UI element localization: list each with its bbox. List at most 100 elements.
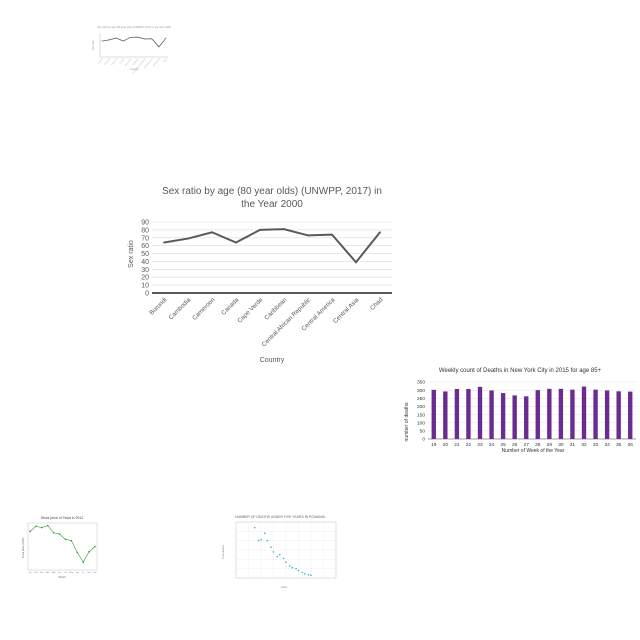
data-point	[46, 524, 49, 527]
data-point	[115, 37, 117, 39]
data-point	[307, 573, 310, 576]
y-tick-label: 50	[420, 429, 426, 435]
x-tick-label: Canada	[120, 58, 126, 64]
bar	[581, 386, 587, 439]
data-point	[76, 551, 79, 554]
x-tick-label: Chad	[163, 58, 167, 63]
series-line	[163, 228, 381, 264]
y-tick-label: 350	[417, 380, 425, 386]
y-axis-label: Total deaths	[221, 544, 225, 559]
weekly-deaths-bar-chart: Weekly count of Deaths in New York City …	[404, 368, 636, 454]
data-point	[101, 40, 103, 42]
bar	[512, 395, 517, 439]
bar	[489, 390, 494, 439]
x-tick-label: Jul	[64, 572, 67, 574]
data-point	[151, 38, 153, 40]
x-tick-label: Nov	[87, 572, 90, 574]
stock-price-chart: Stock price of Tesla in 2012 Stock price…	[21, 516, 98, 579]
x-tick-label: 33	[593, 442, 599, 448]
data-point	[35, 525, 37, 528]
data-point	[64, 538, 67, 541]
data-point	[58, 533, 61, 535]
x-tick-label: 26	[512, 442, 518, 448]
data-point	[282, 557, 285, 560]
data-point	[263, 532, 266, 534]
x-tick-label: Burundi	[98, 58, 104, 64]
x-tick-label: Central Asia	[152, 58, 161, 67]
x-tick-label: 23	[477, 442, 483, 448]
data-point	[41, 526, 43, 529]
bar	[524, 396, 529, 439]
x-tick-label: Cameroon	[111, 58, 118, 66]
data-point	[297, 569, 300, 572]
data-point	[70, 539, 73, 542]
y-tick-label: 80	[141, 227, 149, 234]
data-point	[303, 573, 306, 575]
x-tick-label: 19	[431, 442, 437, 448]
chart-title-line-1: Sex ratio by age (80 year olds) (UNWPP, …	[162, 186, 382, 197]
romania-deaths-scatter-chart: NUMBER OF DEATHS UNDER FIVE YEARS IN ROM…	[221, 515, 337, 589]
y-tick-label: 200	[417, 404, 425, 410]
x-tick-label: Canada	[220, 296, 241, 317]
x-tick-label: 35	[616, 442, 622, 448]
data-point	[259, 228, 261, 231]
x-axis-label: Country	[260, 357, 285, 364]
x-tick-label: Chad	[369, 296, 385, 312]
x-tick-label: Oct	[82, 571, 85, 574]
x-tick-label: Central Asia	[332, 296, 361, 325]
data-point	[260, 538, 262, 541]
x-tick-label: 32	[581, 442, 587, 448]
bar	[443, 391, 448, 439]
x-axis-label: Number of Week of the Year	[502, 448, 565, 454]
data-point	[211, 231, 213, 234]
x-tick-label: Cape Verde	[125, 58, 133, 67]
y-tick-label: 30	[141, 267, 149, 274]
series-line	[29, 525, 96, 563]
data-point	[163, 241, 165, 244]
x-tick-label: Central America	[143, 58, 154, 70]
data-point	[187, 237, 189, 240]
x-tick-label: 22	[466, 442, 472, 448]
x-axis-label: Years	[281, 585, 288, 589]
data-point	[270, 546, 272, 548]
y-tick-label: 50	[141, 251, 149, 258]
plot-frame	[235, 521, 337, 579]
data-point	[130, 36, 131, 38]
data-point	[307, 234, 309, 237]
chart-title: Stock price of Tesla in 2012	[41, 516, 84, 520]
y-tick-label: 90	[141, 220, 149, 227]
y-axis-label: Sex ratio	[91, 39, 95, 50]
data-point	[379, 231, 381, 234]
x-tick-label: Apr	[46, 571, 49, 574]
bar	[558, 388, 564, 439]
bar	[628, 391, 633, 439]
bar	[500, 393, 506, 439]
x-tick-label: 24	[489, 442, 495, 448]
data-point	[266, 539, 269, 542]
bar	[616, 391, 621, 439]
chart-title: Sex ratio by age (80 year olds) (UNWPP, …	[97, 25, 171, 29]
data-point	[291, 566, 294, 569]
data-point	[355, 261, 357, 264]
y-tick-label: 0	[145, 291, 149, 298]
data-point	[94, 545, 96, 548]
data-point	[235, 241, 237, 244]
data-point	[257, 539, 260, 542]
data-point	[137, 36, 138, 38]
x-tick-label: May	[52, 572, 55, 574]
x-tick-label: Cambodia	[168, 296, 193, 321]
y-axis-label: Stock price (USD)	[21, 537, 25, 558]
bar	[454, 389, 460, 439]
data-point	[158, 46, 160, 48]
x-tick-label: Dec	[93, 572, 96, 574]
x-tick-label: Aug	[70, 571, 73, 574]
x-axis-label: Country	[129, 67, 139, 71]
bar	[477, 386, 483, 439]
x-tick-label: 29	[547, 442, 553, 448]
x-tick-label: Sep	[76, 572, 79, 574]
x-tick-label: Cambodia	[104, 58, 111, 66]
data-point	[272, 551, 275, 553]
data-point	[278, 553, 281, 556]
y-tick-label: 250	[417, 396, 425, 402]
x-tick-label: 21	[454, 442, 460, 448]
